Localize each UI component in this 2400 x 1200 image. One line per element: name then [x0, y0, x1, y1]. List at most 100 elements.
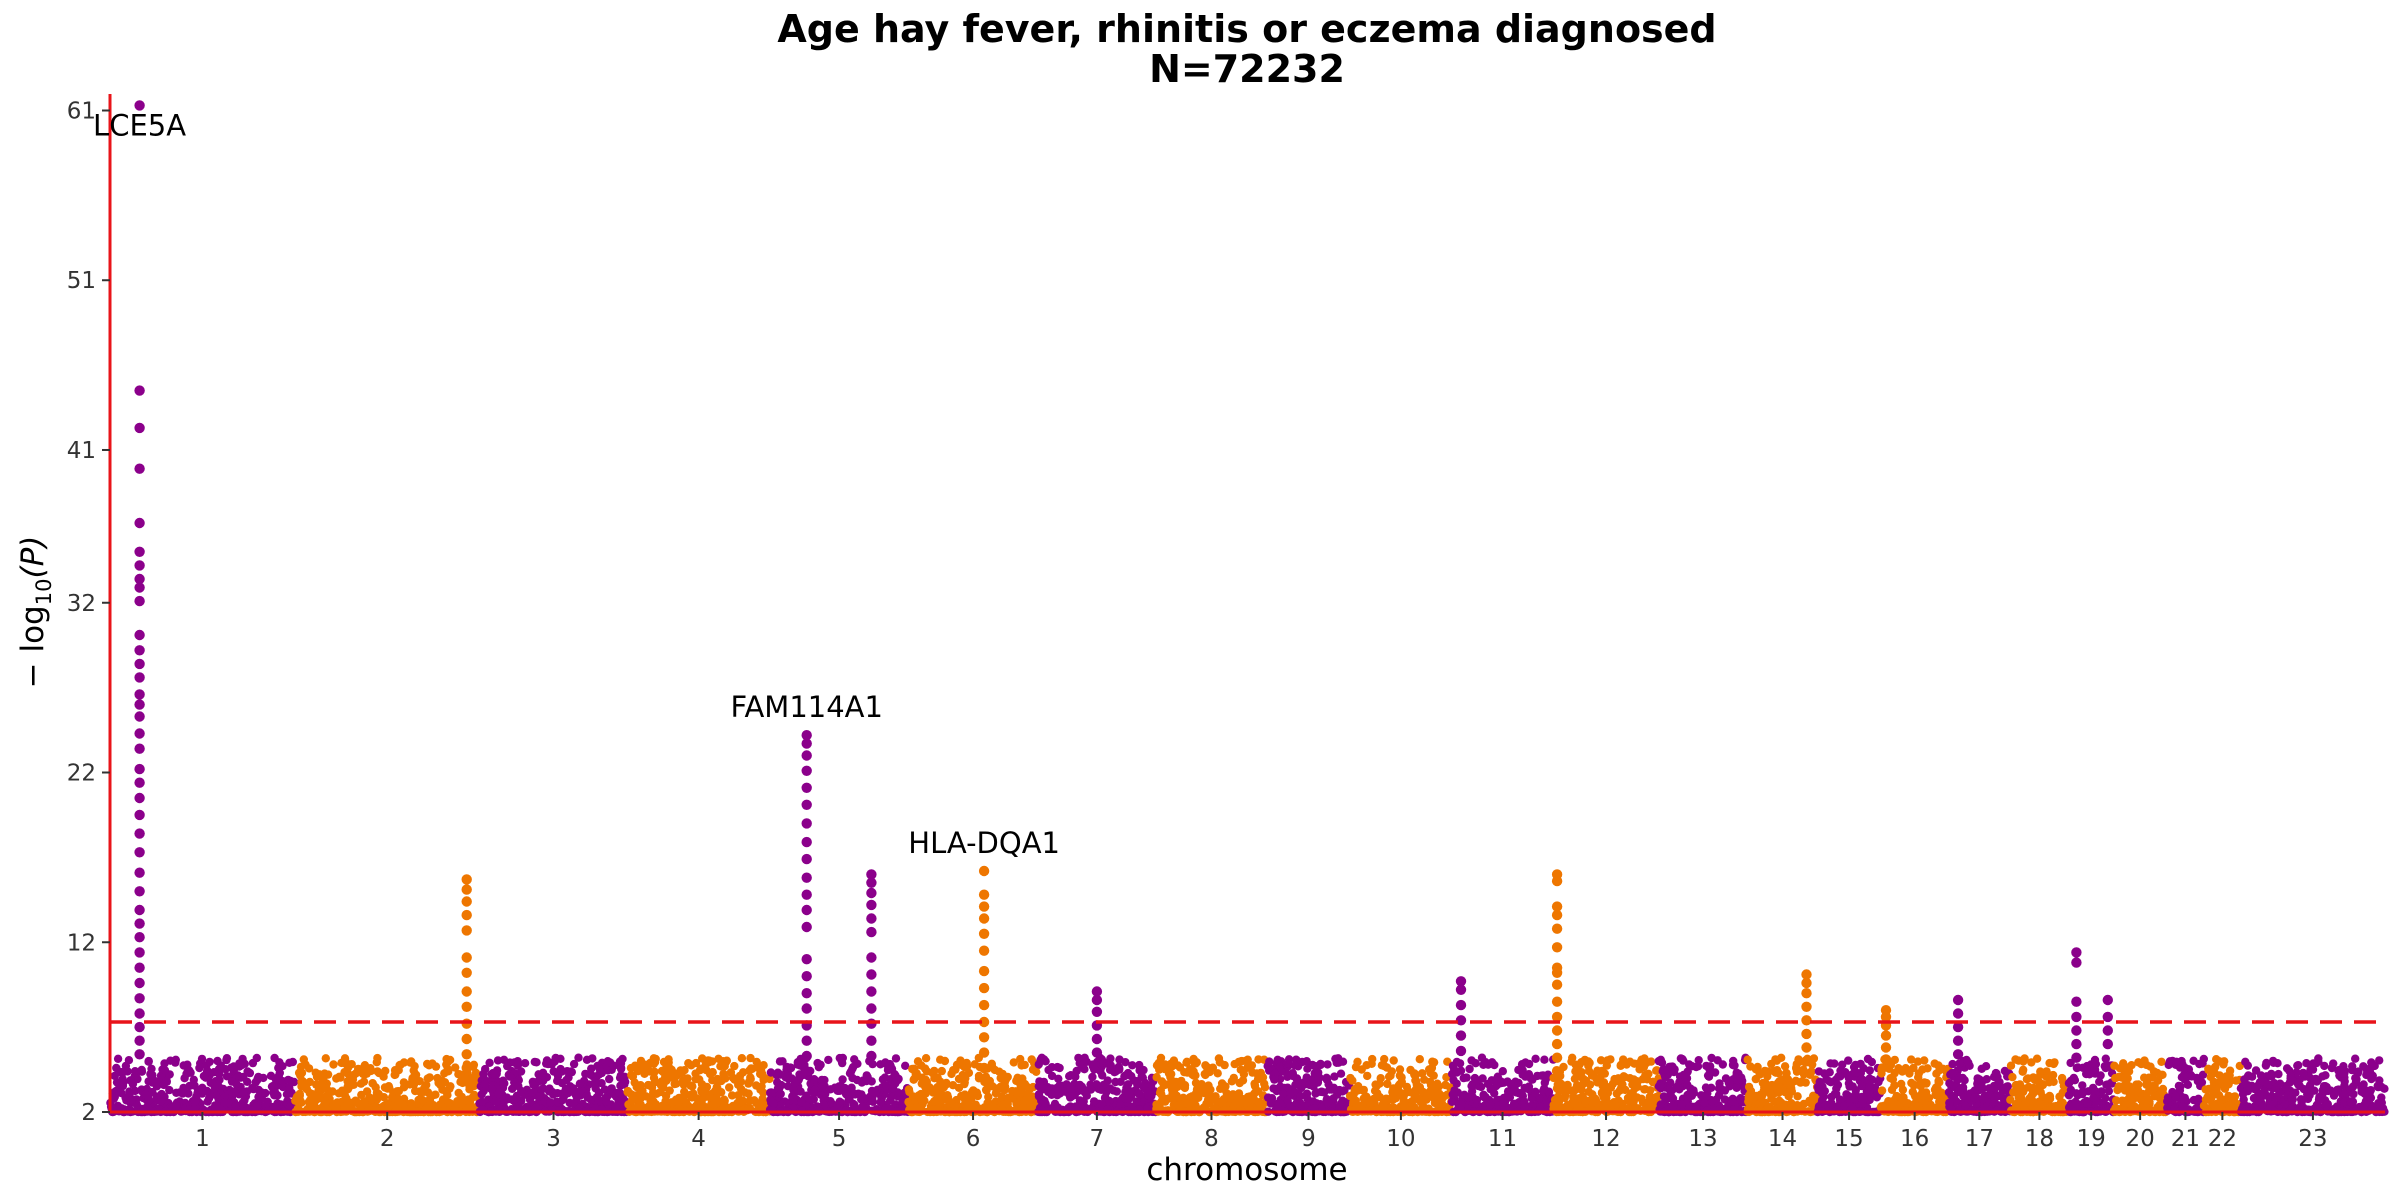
- snp-point: [793, 1058, 802, 1067]
- snp-point: [210, 1082, 219, 1092]
- snp-point: [1336, 1069, 1346, 1078]
- snp-point: [1234, 1095, 1243, 1105]
- snp-point: [826, 1085, 835, 1094]
- snp-point: [1821, 1100, 1830, 1109]
- snp-point: [918, 1099, 927, 1109]
- snp-point: [538, 1068, 548, 1078]
- snp-point: [1314, 1068, 1323, 1077]
- snp-point: [1047, 1071, 1057, 1081]
- snp-point: [745, 1066, 754, 1075]
- snp-point: [1839, 1101, 1849, 1111]
- snp-point: [420, 1083, 429, 1093]
- snp-point: [1086, 1085, 1096, 1094]
- snp-point: [1372, 1081, 1381, 1091]
- snp-point: [1878, 1064, 1887, 1074]
- snp-point: [925, 1083, 934, 1092]
- snp-point: [228, 1063, 237, 1072]
- snp-point: [1313, 1088, 1322, 1097]
- snp-point: [910, 1073, 920, 1083]
- snp-point: [144, 1056, 153, 1066]
- snp-point: [1302, 1057, 1311, 1066]
- snp-point: [994, 1084, 1003, 1093]
- snp-point: [1206, 1092, 1216, 1102]
- snp-point: [490, 1070, 499, 1079]
- snp-point: [110, 1071, 120, 1081]
- snp-point: [1464, 1093, 1473, 1102]
- snp-point: [381, 1066, 390, 1076]
- snp-point: [141, 1090, 150, 1099]
- snp-point: [587, 1064, 596, 1073]
- snp-point: [1481, 1092, 1490, 1102]
- chromosome-2-points: [291, 1053, 484, 1117]
- snp-point: [1070, 1091, 1079, 1100]
- snp-point: [312, 1080, 321, 1089]
- snp-point: [1034, 1090, 1044, 1099]
- snp-point: [661, 1096, 670, 1106]
- snp-point: [1825, 1077, 1834, 1086]
- snp-point: [1173, 1082, 1182, 1092]
- snp-point: [1784, 1092, 1793, 1101]
- snp-point: [1074, 1053, 1083, 1063]
- snp-point: [1685, 1060, 1694, 1069]
- snp-point: [531, 1103, 540, 1112]
- snp-point: [1777, 1102, 1786, 1111]
- snp-point: [1656, 1100, 1666, 1109]
- snp-point: [952, 1060, 962, 1070]
- snp-point: [958, 1070, 967, 1080]
- snp-point: [1303, 1064, 1312, 1073]
- snp-point: [1143, 1087, 1152, 1096]
- snp-point: [1540, 1055, 1549, 1064]
- snp-point: [1897, 1079, 1906, 1089]
- snp-point: [362, 1069, 371, 1078]
- snp-point: [797, 1098, 806, 1107]
- snp-point: [882, 1081, 891, 1091]
- snp-point: [418, 1095, 427, 1105]
- snp-point: [615, 1088, 624, 1098]
- snp-point: [455, 1070, 464, 1079]
- snp-point: [346, 1098, 355, 1108]
- snp-point: [2011, 1055, 2020, 1064]
- snp-point: [1441, 1080, 1450, 1090]
- snp-point: [443, 1064, 452, 1074]
- snp-point: [1152, 1061, 1162, 1070]
- snp-point: [1920, 1056, 1929, 1065]
- snp-point: [998, 1100, 1008, 1109]
- snp-point: [1160, 1060, 1170, 1069]
- snp-point: [1075, 1080, 1085, 1090]
- snp-point: [444, 1098, 454, 1108]
- snp-point: [1189, 1054, 1198, 1064]
- snp-point: [319, 1074, 328, 1084]
- snp-point: [178, 1089, 187, 1098]
- snp-point: [1945, 1079, 1954, 1088]
- snp-point: [315, 1091, 324, 1100]
- snp-point: [487, 1084, 496, 1094]
- snp-point: [461, 1074, 470, 1084]
- snp-point: [1498, 1067, 1508, 1076]
- snp-point: [317, 1104, 326, 1113]
- snp-point: [1432, 1081, 1441, 1090]
- snp-point: [1490, 1089, 1499, 1098]
- snp-point: [1260, 1079, 1269, 1088]
- snp-point: [1082, 1057, 1091, 1067]
- snp-point: [1857, 1081, 1866, 1091]
- snp-point: [329, 1101, 338, 1110]
- snp-point: [824, 1055, 833, 1065]
- snp-point: [373, 1067, 382, 1076]
- snp-point: [1728, 1097, 1737, 1106]
- snp-point: [332, 1074, 341, 1083]
- snp-point: [597, 1079, 606, 1088]
- snp-point: [835, 1053, 844, 1063]
- snp-point: [152, 1077, 162, 1087]
- snp-point: [118, 1074, 127, 1084]
- snp-point: [714, 1054, 723, 1064]
- snp-point: [888, 1084, 898, 1093]
- snp-point: [942, 1091, 952, 1100]
- snp-point: [1218, 1082, 1227, 1092]
- snp-point: [1755, 1070, 1764, 1079]
- snp-point: [1065, 1072, 1074, 1081]
- snp-point: [838, 1075, 847, 1084]
- snp-point: [237, 1061, 246, 1070]
- snp-point: [809, 1075, 819, 1084]
- snp-point: [1654, 1056, 1664, 1066]
- chromosome-16-points: [1876, 1055, 1954, 1117]
